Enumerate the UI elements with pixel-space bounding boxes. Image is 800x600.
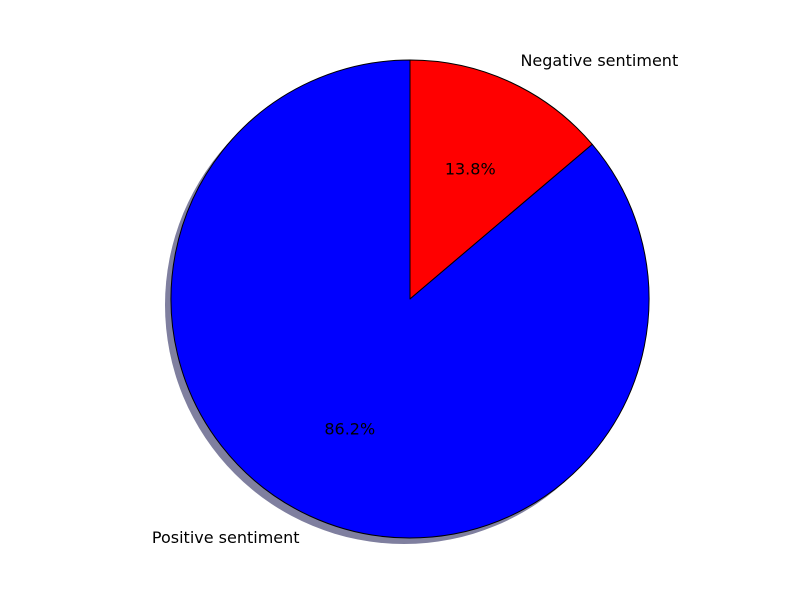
pie-pct-label: 86.2% (324, 420, 375, 439)
pie-slices (170, 59, 650, 539)
pie-pct-label: 13.8% (445, 159, 496, 178)
pie-category-label: Negative sentiment (520, 51, 678, 70)
pie-slice-negative (409, 59, 593, 300)
pie-slice-positive (170, 59, 650, 539)
pie-category-label: Positive sentiment (152, 528, 300, 547)
pie-labels: 13.8% Negative sentiment 86.2% Positive sen… (152, 51, 678, 547)
